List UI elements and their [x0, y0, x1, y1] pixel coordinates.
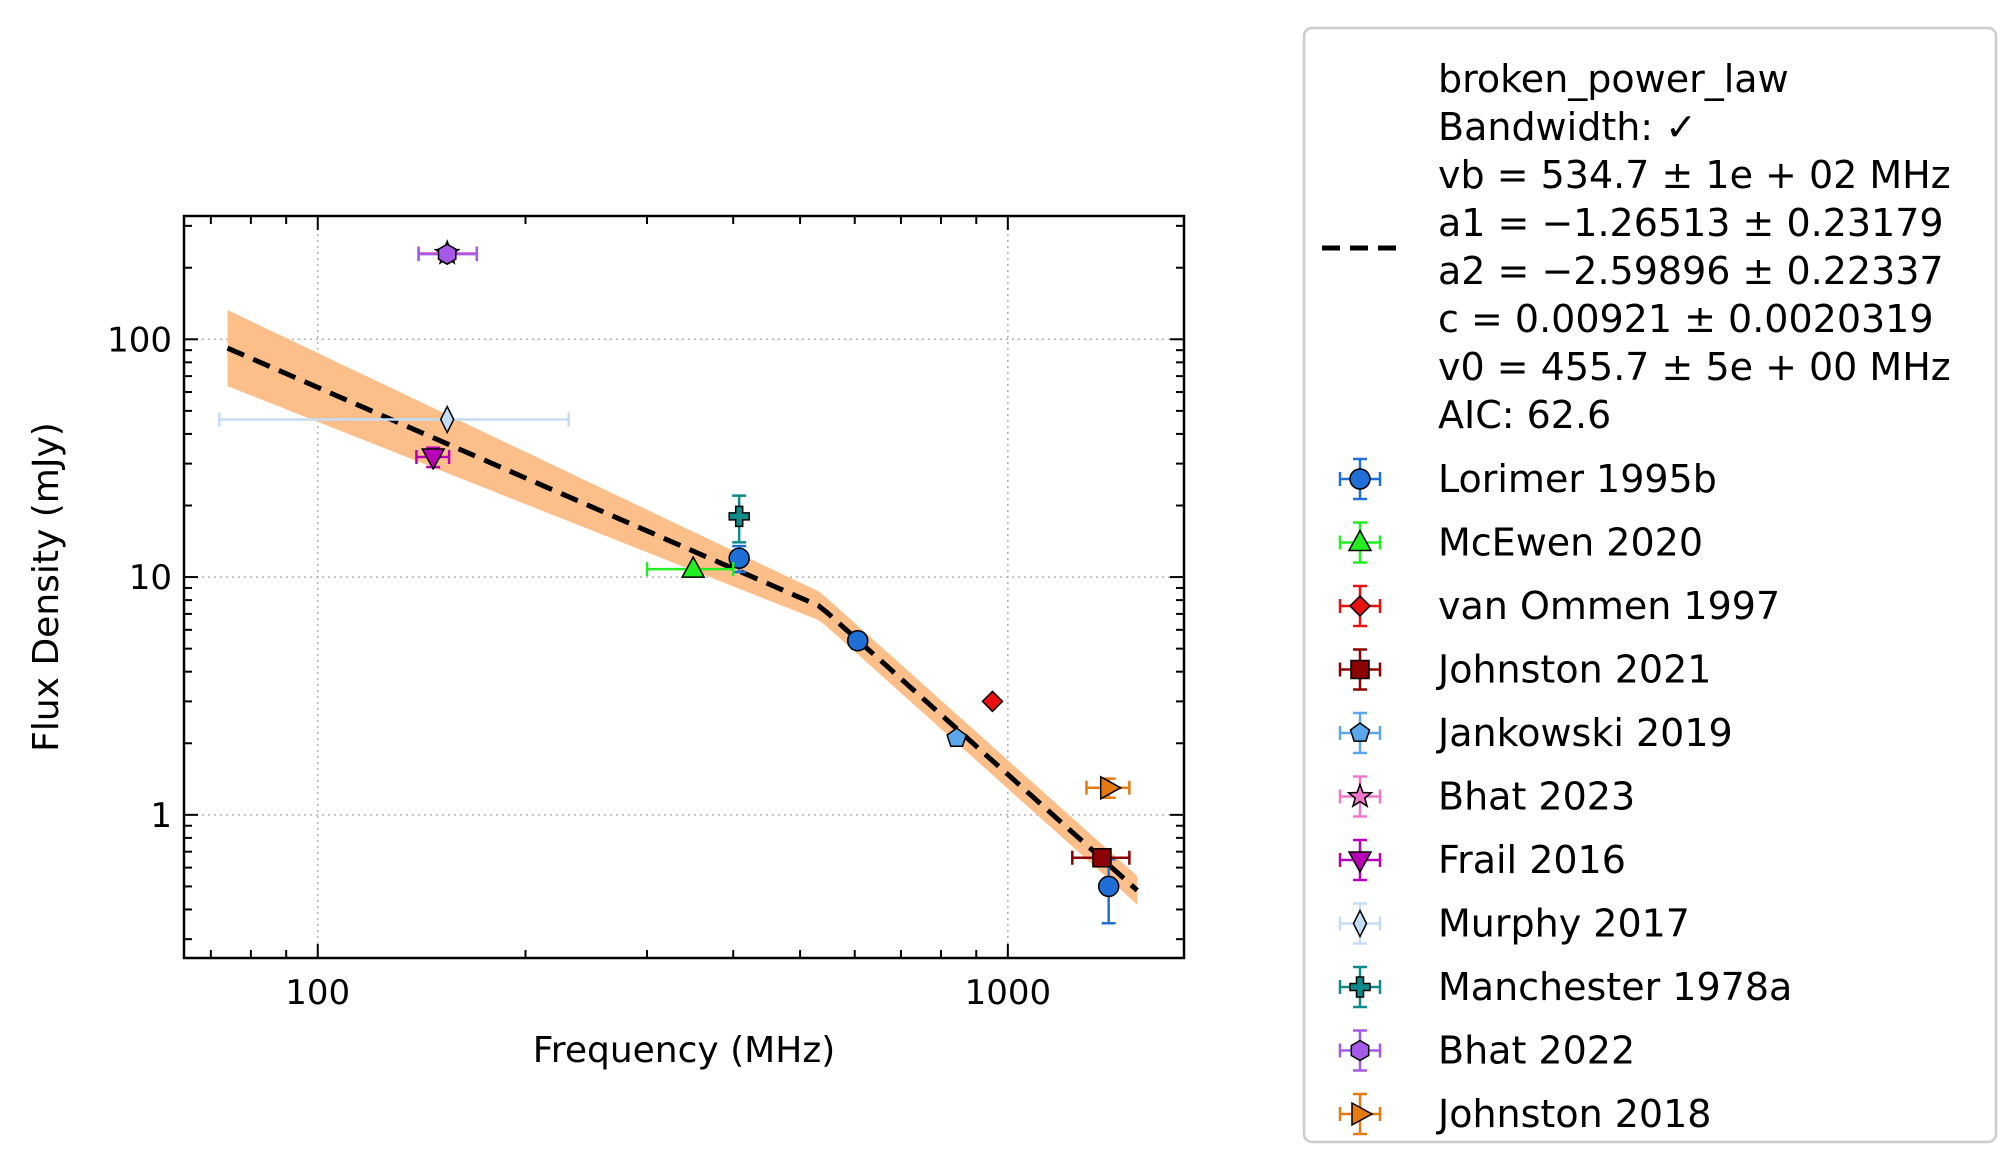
series-2 — [981, 690, 1004, 713]
legend-frame — [1302, 26, 1998, 1144]
data-point — [981, 690, 1004, 713]
data-point — [1099, 775, 1123, 801]
legend-item: Bhat 2022 — [1338, 1029, 1635, 1073]
data-point — [846, 629, 869, 652]
series-3 — [1071, 848, 1131, 868]
y-tick-label: 100 — [107, 320, 172, 360]
legend-marker — [1348, 594, 1372, 618]
legend-item: van Ommen 1997 — [1338, 584, 1780, 628]
legend-marker — [1346, 782, 1374, 808]
legend-label: Johnston 2021 — [1436, 648, 1711, 692]
data-point — [1097, 875, 1120, 898]
legend-marker — [1351, 1101, 1374, 1127]
legend-marker — [1352, 908, 1368, 939]
legend-fit-line-3: a1 = −1.26513 ± 0.23179 — [1438, 201, 1944, 245]
legend-label: McEwen 2020 — [1438, 521, 1703, 565]
legend-fit-line-0: broken_power_law — [1438, 57, 1789, 101]
legend-item: Johnston 2018 — [1338, 1092, 1711, 1136]
series-9 — [417, 243, 479, 266]
fit-line — [226, 345, 1139, 893]
x-tick-label: 1000 — [965, 973, 1052, 1013]
legend-label: Murphy 2017 — [1438, 902, 1690, 946]
x-tick-label: 100 — [285, 973, 350, 1013]
legend-marker — [1350, 1039, 1370, 1062]
data-point — [946, 727, 968, 748]
legend-fit-line-4: a2 = −2.59896 ± 0.22337 — [1438, 249, 1944, 293]
legend-item: Murphy 2017 — [1338, 902, 1690, 946]
legend-marker — [1349, 468, 1371, 490]
legend-marker — [1347, 528, 1373, 552]
fit-uncertainty-band — [227, 310, 1138, 905]
legend-fit-line-7: AIC: 62.6 — [1438, 393, 1611, 437]
data-point — [680, 555, 706, 578]
data-point — [1092, 848, 1112, 868]
data-point — [420, 448, 446, 471]
data-point — [439, 404, 455, 435]
series-7 — [218, 404, 570, 435]
legend-fit-line-2: vb = 534.7 ± 1e + 02 MHz — [1438, 153, 1951, 197]
legend-fit-line-1: Bandwidth: ✓ — [1438, 105, 1697, 149]
series-0 — [728, 544, 1120, 925]
series-6 — [415, 446, 451, 471]
legend-item: Frail 2016 — [1338, 838, 1626, 882]
series-4 — [946, 727, 968, 748]
legend-item: Lorimer 1995b — [1338, 457, 1717, 501]
legend-item: Jankowski 2019 — [1338, 711, 1733, 755]
legend-label: Frail 2016 — [1438, 838, 1626, 882]
legend-marker — [1347, 851, 1373, 874]
legend-label: Bhat 2022 — [1438, 1029, 1635, 1073]
legend-label: Johnston 2018 — [1436, 1092, 1711, 1136]
y-tick-label: 10 — [129, 558, 172, 598]
legend-marker — [1349, 722, 1371, 742]
tick-labels: 100 1000 1 10 100 — [107, 320, 1051, 1013]
legend-item: Bhat 2023 — [1338, 775, 1635, 819]
legend-label: Lorimer 1995b — [1438, 457, 1717, 501]
legend-fit-line-5: c = 0.00921 ± 0.0020319 — [1438, 297, 1934, 341]
series-10 — [1085, 775, 1131, 801]
fit-band-layer — [227, 310, 1138, 905]
legend-label: van Ommen 1997 — [1438, 584, 1780, 628]
series-8 — [728, 494, 750, 544]
data-point — [437, 243, 457, 266]
data-points-layer — [218, 239, 1131, 925]
y-tick-label: 1 — [150, 796, 172, 836]
series-1 — [645, 555, 735, 578]
x-axis-label: Frequency (MHz) — [533, 1030, 836, 1071]
data-point — [728, 505, 750, 528]
legend-item: Manchester 1978a — [1338, 965, 1792, 1009]
y-axis-label: Flux Density (mJy) — [26, 422, 67, 752]
fit-line-layer — [226, 345, 1139, 893]
axis-ticks — [184, 216, 1184, 958]
legend-item: McEwen 2020 — [1338, 521, 1703, 565]
legend-label: Bhat 2023 — [1438, 775, 1635, 819]
legend-fit-line-6: v0 = 455.7 ± 5e + 00 MHz — [1438, 345, 1951, 389]
legend-item: Johnston 2021 — [1338, 648, 1711, 692]
legend-marker — [1350, 659, 1370, 680]
legend-label: Manchester 1978a — [1438, 965, 1792, 1009]
legend-marker — [1349, 976, 1371, 998]
legend-label: Jankowski 2019 — [1436, 711, 1733, 755]
